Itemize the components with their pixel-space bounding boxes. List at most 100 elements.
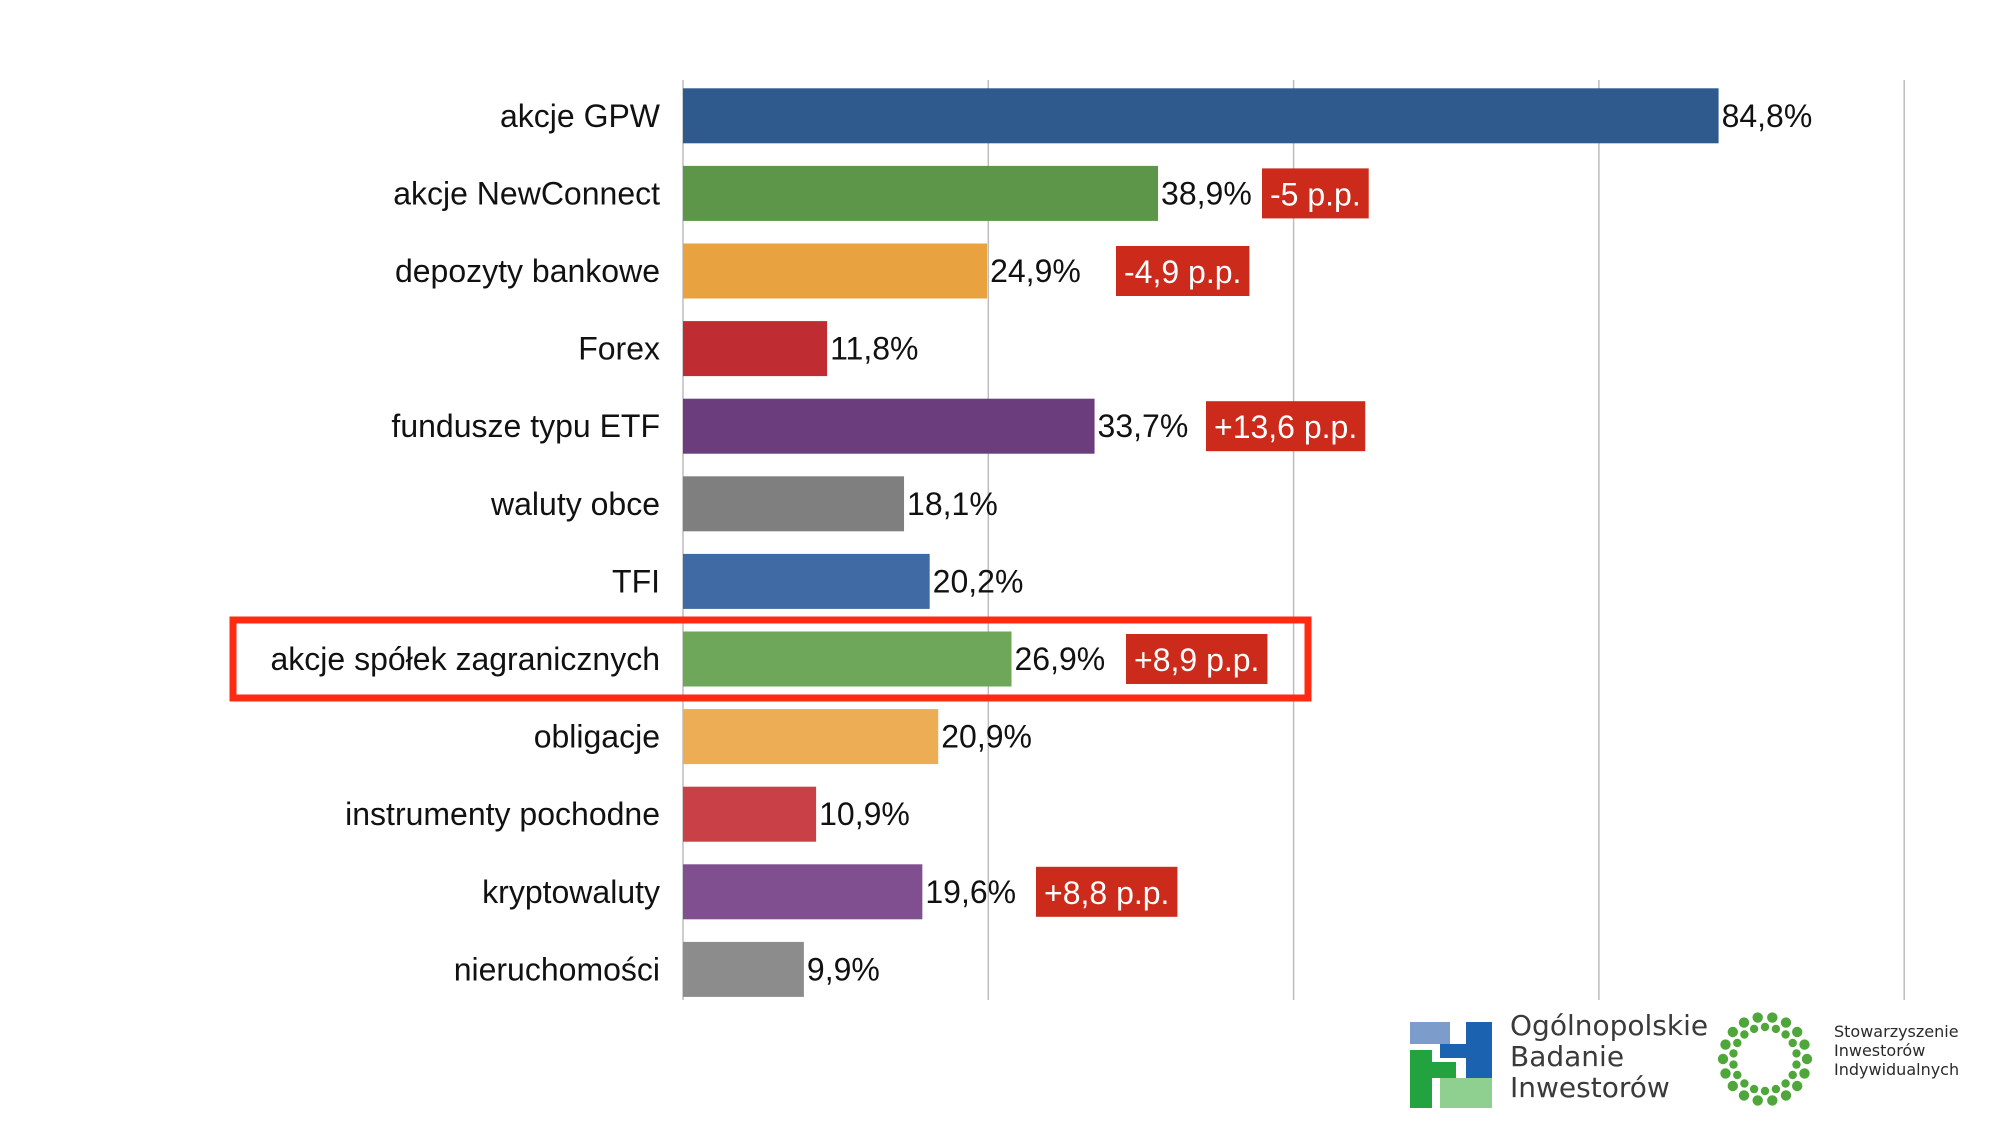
value-label: 84,8% xyxy=(1722,98,1813,134)
logos-footer: Ogólnopolskie Badanie Inwestorów Stowarz… xyxy=(1410,1000,1980,1120)
bar xyxy=(683,709,939,765)
obi-logo-line: Badanie xyxy=(1510,1040,1625,1073)
obi-logo-block-green-bar xyxy=(1410,1062,1456,1078)
value-label: 18,1% xyxy=(907,486,998,522)
category-label: depozyty bankowe xyxy=(395,253,660,289)
category-label: nieruchomości xyxy=(454,951,660,987)
change-badge xyxy=(1126,634,1268,684)
sii-logo-dot xyxy=(1767,1095,1778,1106)
sii-logo-dot xyxy=(1760,1022,1770,1032)
sii-logo-dot xyxy=(1788,1070,1797,1080)
sii-logo-dot xyxy=(1727,1080,1738,1092)
category-label: Forex xyxy=(578,331,660,367)
sii-logo-icon xyxy=(1717,1012,1813,1106)
change-badge xyxy=(1206,401,1366,452)
sii-logo-dot xyxy=(1738,1090,1750,1101)
sii-logo-dot xyxy=(1801,1053,1813,1065)
value-label: 10,9% xyxy=(819,796,910,832)
bar xyxy=(683,165,1159,221)
sii-logo-dot xyxy=(1749,1024,1759,1034)
sii-logo-dot xyxy=(1771,1084,1781,1094)
sii-logo-dot xyxy=(1771,1024,1781,1034)
category-label: TFI xyxy=(612,563,660,599)
bar xyxy=(683,243,988,299)
category-label: instrumenty pochodne xyxy=(345,796,660,832)
obi-logo-block-lightblue xyxy=(1410,1022,1450,1044)
change-badge-text: +8,8 p.p. xyxy=(1044,875,1169,911)
sii-logo-dot xyxy=(1733,1070,1742,1080)
sii-logo-dot xyxy=(1727,1026,1738,1038)
obi-logo-line: Inwestorów xyxy=(1510,1071,1670,1104)
category-label: akcje NewConnect xyxy=(393,175,660,211)
value-label: 19,6% xyxy=(925,874,1016,910)
bar xyxy=(683,864,923,920)
obi-logo-block-blue-bar xyxy=(1440,1044,1492,1058)
bar xyxy=(683,88,1719,144)
sii-logo-dot xyxy=(1738,1017,1750,1028)
sii-logo-dot xyxy=(1720,1039,1731,1050)
bar xyxy=(683,476,905,532)
category-label: akcje spółek zagranicznych xyxy=(270,641,660,677)
sii-logo-dot xyxy=(1799,1039,1810,1050)
sii-logo-dot xyxy=(1780,1017,1792,1028)
value-label: 20,9% xyxy=(941,719,1032,755)
highlight-box xyxy=(229,616,1312,702)
change-badge-text: -5 p.p. xyxy=(1270,176,1361,212)
sii-logo-dot xyxy=(1760,1086,1770,1096)
sii-logo-dot xyxy=(1792,1080,1803,1092)
category-label: obligacje xyxy=(534,719,660,755)
sii-logo-line: Stowarzyszenie xyxy=(1834,1022,1959,1041)
bar xyxy=(683,321,828,377)
change-badge xyxy=(1262,168,1369,219)
sii-logo-dot xyxy=(1752,1095,1763,1106)
bar-chart: akcje GPW 84,8% akcje NewConnect 38,9% -5 p.… xyxy=(229,80,1905,1000)
sii-logo-line: Indywidualnych xyxy=(1834,1060,1960,1079)
sii-logo-dot xyxy=(1729,1049,1738,1058)
value-label: 20,2% xyxy=(933,563,1024,599)
sii-logo-dot xyxy=(1729,1060,1738,1069)
value-label: 26,9% xyxy=(1015,641,1106,677)
category-label: kryptowaluty xyxy=(482,874,660,910)
sii-logo-dot xyxy=(1749,1084,1759,1094)
sii-logo-text: Stowarzyszenie Inwestorów Indywidualnych xyxy=(1834,1022,1959,1079)
obi-logo-line: Ogólnopolskie xyxy=(1510,1009,1709,1042)
value-label: 33,7% xyxy=(1098,408,1189,444)
sii-logo-dot xyxy=(1788,1038,1797,1048)
sii-logo-dot xyxy=(1733,1038,1742,1048)
bar xyxy=(683,553,930,609)
bar xyxy=(683,631,1012,687)
bar xyxy=(683,786,817,842)
sii-logo-dot xyxy=(1717,1053,1729,1065)
sii-logo-dot xyxy=(1799,1068,1810,1079)
sii-logo-dot xyxy=(1767,1012,1778,1023)
sii-logo-dot xyxy=(1740,1030,1749,1039)
change-badge xyxy=(1116,246,1250,296)
change-badge-text: -4,9 p.p. xyxy=(1124,254,1241,290)
sii-logo-dot xyxy=(1720,1068,1731,1079)
value-label: 11,8% xyxy=(830,331,918,367)
change-badge-text: +13,6 p.p. xyxy=(1214,409,1357,445)
obi-logo-block-lightgreen xyxy=(1440,1078,1492,1108)
value-label: 9,9% xyxy=(807,951,880,987)
sii-logo-dot xyxy=(1792,1026,1803,1038)
category-label: akcje GPW xyxy=(500,98,661,134)
sii-logo-dot xyxy=(1740,1079,1749,1088)
sii-logo-dot xyxy=(1781,1079,1790,1088)
value-label: 38,9% xyxy=(1161,175,1252,211)
sii-logo-dot xyxy=(1781,1030,1790,1039)
bar xyxy=(683,941,804,997)
category-label: waluty obce xyxy=(490,486,660,522)
sii-logo-line: Inwestorów xyxy=(1834,1041,1926,1060)
sii-logo-dot xyxy=(1792,1060,1801,1069)
sii-logo-dot xyxy=(1752,1012,1763,1023)
obi-logo-text: Ogólnopolskie Badanie Inwestorów xyxy=(1510,1010,1708,1103)
value-label: 24,9% xyxy=(990,253,1081,289)
obi-logo-icon xyxy=(1410,1022,1492,1108)
change-badge xyxy=(1036,866,1178,917)
sii-logo-dot xyxy=(1792,1049,1801,1058)
category-label: fundusze typu ETF xyxy=(391,408,660,444)
change-badge-text: +8,9 p.p. xyxy=(1134,642,1259,678)
obi-logo-block-green xyxy=(1410,1050,1432,1108)
bar xyxy=(683,398,1095,454)
sii-logo-dot xyxy=(1780,1090,1792,1101)
